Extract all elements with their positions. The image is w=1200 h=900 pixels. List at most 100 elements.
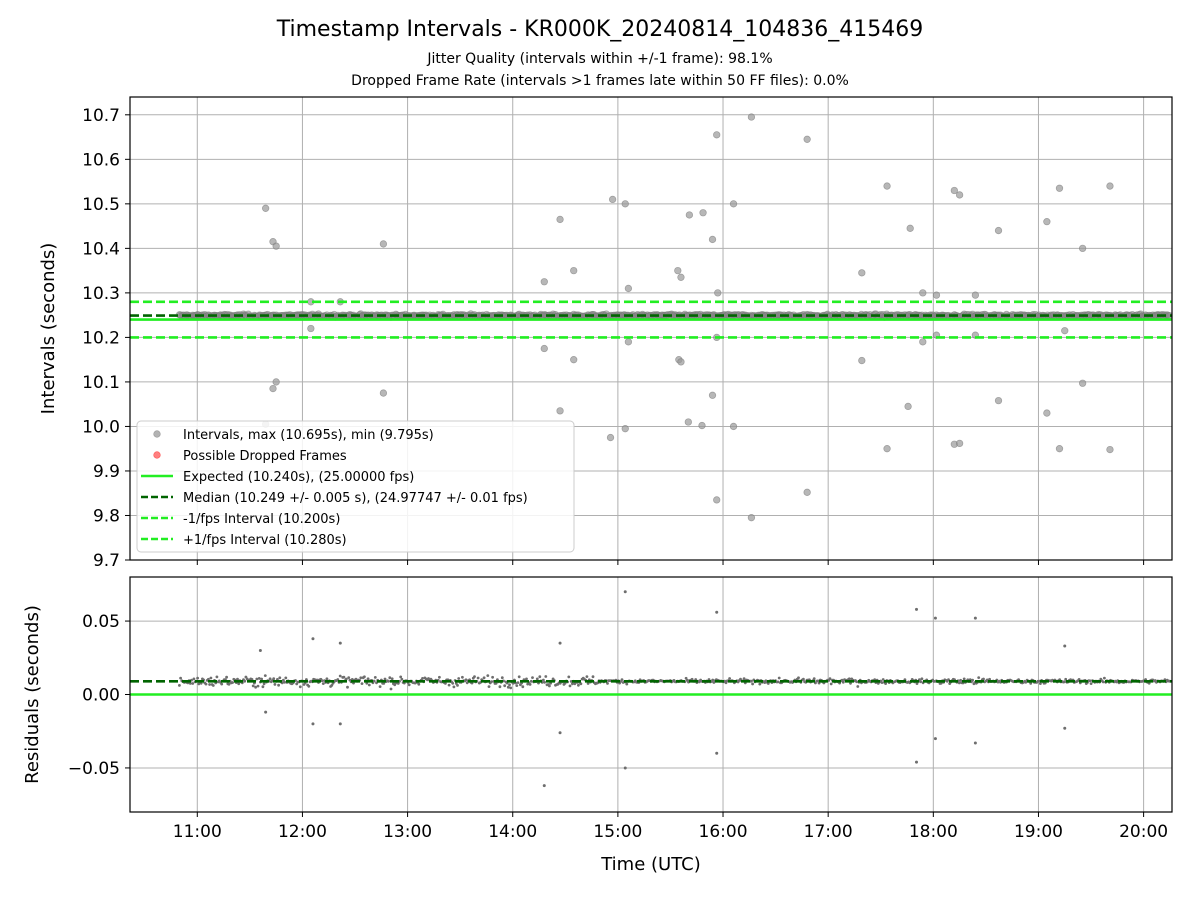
- residual-point: [417, 682, 421, 686]
- y-tick-label: 9.9: [93, 462, 120, 482]
- interval-outlier-point: [1061, 327, 1069, 335]
- residual-point: [487, 685, 491, 688]
- residual-point: [573, 682, 577, 686]
- residual-point: [225, 675, 229, 679]
- residual-point: [521, 685, 525, 689]
- interval-outlier-point: [540, 344, 548, 353]
- interval-outlier-point: [729, 200, 738, 208]
- residual-outlier-point: [914, 607, 918, 611]
- residual-point: [320, 679, 324, 683]
- interval-outlier-point: [269, 384, 277, 393]
- y-tick-label: 9.7: [93, 551, 120, 571]
- residual-point: [373, 676, 377, 679]
- plot-frame: [129, 96, 1173, 561]
- residual-point: [548, 684, 551, 688]
- y-tick-label: −0.05: [68, 759, 120, 779]
- residual-point: [382, 682, 386, 685]
- interval-outlier-point: [674, 266, 682, 275]
- interval-outlier-point: [570, 356, 578, 364]
- residual-point: [465, 681, 469, 685]
- residual-point: [884, 682, 887, 685]
- residual-point: [766, 682, 770, 685]
- residual-point: [388, 676, 392, 680]
- residual-outlier-point: [973, 616, 977, 620]
- residual-point: [251, 684, 255, 688]
- residual-point: [283, 680, 286, 684]
- residual-point: [517, 675, 521, 679]
- residual-outlier-point: [623, 590, 627, 594]
- residual-point: [261, 685, 265, 689]
- residual-point: [277, 683, 280, 687]
- residual-point: [272, 677, 276, 681]
- interval-outlier-point: [556, 407, 564, 415]
- residual-point: [257, 677, 261, 680]
- interval-outlier-point: [1106, 182, 1114, 190]
- residual-point: [215, 675, 219, 679]
- residual-point: [503, 684, 507, 688]
- y-tick-label: 10.3: [82, 284, 120, 304]
- residual-point: [625, 682, 629, 686]
- residual-point: [243, 679, 247, 683]
- interval-outlier-point: [624, 284, 633, 293]
- residual-point: [1037, 679, 1041, 683]
- residual-point: [538, 675, 542, 679]
- residual-outlier-point: [933, 737, 937, 741]
- residual-point: [494, 681, 498, 685]
- interval-outlier-point: [621, 200, 629, 208]
- interval-outlier-point: [747, 514, 756, 522]
- residual-point: [579, 682, 583, 686]
- x-tick-label: 20:00: [1119, 822, 1168, 842]
- interval-outlier-point: [570, 266, 578, 275]
- residual-point: [342, 675, 346, 679]
- residual-point: [742, 677, 746, 681]
- residual-point: [971, 678, 974, 682]
- residual-point: [179, 676, 183, 680]
- residual-point: [211, 684, 215, 687]
- interval-outlier-point: [971, 291, 980, 299]
- y-tick-label: 0.00: [82, 686, 120, 706]
- residual-outlier-point: [973, 741, 977, 745]
- residual-point: [359, 676, 363, 680]
- residual-point: [498, 685, 502, 689]
- residual-outlier-point: [1063, 726, 1067, 730]
- interval-outlier-point: [1078, 379, 1087, 387]
- residual-point: [568, 684, 572, 688]
- residual-outlier-point: [933, 616, 937, 620]
- residual-point: [346, 685, 349, 689]
- interval-outlier-point: [950, 186, 958, 195]
- residual-point: [542, 678, 545, 682]
- residual-point: [204, 682, 208, 686]
- y-axis-label: Residuals (seconds): [22, 605, 43, 784]
- chart-subtitle-dropped: Dropped Frame Rate (intervals >1 frames …: [351, 73, 849, 89]
- residual-point: [880, 681, 884, 684]
- y-tick-label: 10.1: [82, 373, 120, 393]
- y-axis-label: Intervals (seconds): [38, 243, 59, 415]
- residual-point: [758, 682, 762, 686]
- x-tick-label: 13:00: [383, 822, 432, 842]
- residual-point: [919, 680, 922, 684]
- residual-point: [325, 677, 329, 681]
- residual-outlier-point: [623, 766, 627, 770]
- residual-outlier-point: [311, 637, 315, 641]
- residual-outlier-point: [558, 731, 562, 735]
- interval-outlier-point: [955, 439, 964, 448]
- residual-outlier-point: [258, 648, 262, 652]
- residual-point: [1029, 682, 1033, 685]
- residual-point: [444, 682, 447, 685]
- residual-outlier-point: [338, 641, 342, 645]
- residual-point: [482, 676, 486, 680]
- residual-point: [476, 676, 480, 680]
- residual-point: [344, 677, 348, 681]
- residual-point: [260, 677, 263, 681]
- residual-point: [620, 678, 624, 681]
- interval-outlier-point: [540, 278, 548, 286]
- y-tick-label: 9.8: [93, 506, 120, 526]
- residual-point: [491, 675, 494, 679]
- residual-point: [1039, 682, 1042, 685]
- residual-point: [464, 678, 468, 682]
- chart-title: Timestamp Intervals - KR000K_20240814_10…: [276, 17, 924, 42]
- residual-outlier-point: [558, 641, 562, 645]
- residual-point: [751, 682, 754, 686]
- interval-outlier-point: [883, 182, 891, 190]
- residual-point: [606, 682, 609, 685]
